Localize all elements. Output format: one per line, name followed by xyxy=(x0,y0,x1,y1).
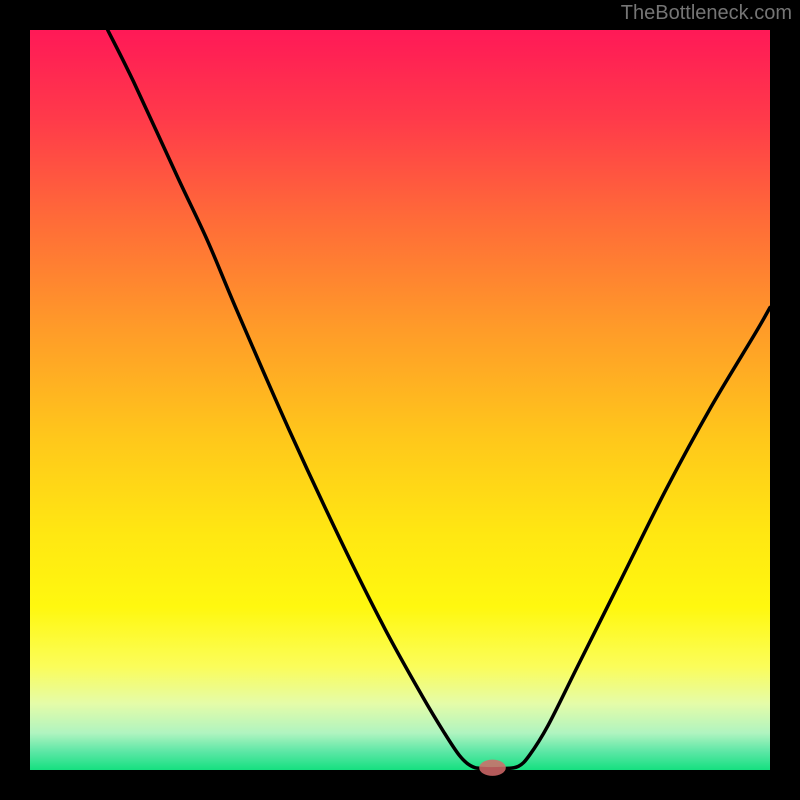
chart-container: TheBottleneck.com xyxy=(0,0,800,800)
optimal-marker xyxy=(479,760,506,776)
attribution-text: TheBottleneck.com xyxy=(621,2,792,25)
bottleneck-chart xyxy=(0,0,800,800)
